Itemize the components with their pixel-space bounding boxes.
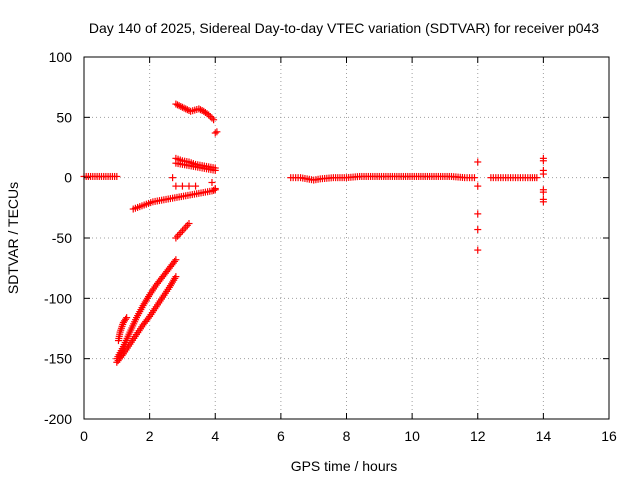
y-tick-label: -150 — [44, 351, 72, 367]
axis-ticks: 0 2 4 6 8 10 12 14 16 100 50 0 -50 -100 -150 -200 — [44, 49, 617, 444]
y-tick-label: 0 — [64, 170, 72, 186]
x-axis-label: GPS time / hours — [291, 458, 398, 474]
data-point-scatter-mid — [213, 128, 221, 136]
data-point-scatter-mid — [208, 178, 216, 186]
data-point-arc-steep — [182, 223, 190, 231]
y-tick-label: 100 — [49, 49, 73, 65]
chart-title: Day 140 of 2025, Sidereal Day-to-day VTE… — [89, 20, 599, 36]
y-axis-label: SDTVAR / TECUs — [5, 182, 21, 294]
x-tick-label: 8 — [343, 428, 351, 444]
grid — [84, 57, 609, 419]
data-point-scatter-mid — [169, 174, 177, 182]
data-point-arc-steep — [185, 220, 193, 228]
data-point-lower-band — [210, 186, 218, 194]
data-point-column-12 — [474, 210, 482, 218]
data-point-baseline-early — [113, 172, 121, 180]
data-point-high-band — [195, 105, 203, 113]
data-point-arc-lower-rise — [118, 352, 126, 360]
x-tick-label: 0 — [80, 428, 88, 444]
data-point-arc-upper-rise — [172, 256, 180, 264]
data-point-high-band — [183, 106, 191, 114]
data-point-arc-upper-rise — [171, 257, 179, 265]
data-point-arc-steep — [172, 234, 180, 242]
x-tick-label: 6 — [277, 428, 285, 444]
data-point-arc-lower-rise — [172, 273, 180, 281]
plot-frame — [83, 56, 610, 420]
data-point-high-band — [172, 100, 180, 108]
data-point-arc-steep — [183, 221, 191, 229]
data-point-column-14 — [539, 157, 547, 165]
y-tick-label: 50 — [56, 109, 72, 125]
y-tick-label: -50 — [52, 230, 72, 246]
data-point-scatter-mid — [185, 182, 193, 190]
data-point-arc-steep — [180, 225, 188, 233]
data-point-high-band — [205, 111, 213, 119]
data-point-high-band — [175, 102, 183, 110]
data-point-high-band — [196, 106, 204, 114]
data-point-column-12 — [474, 246, 482, 254]
x-tick-label: 10 — [404, 428, 420, 444]
data-point-column-14 — [539, 188, 547, 196]
data-point-arc-steep — [175, 230, 183, 238]
data-point-high-band — [180, 104, 188, 112]
data-point-high-band — [178, 103, 186, 111]
data-point-arc-steep — [177, 229, 185, 237]
data-point-arc-lower-rise — [144, 314, 152, 322]
data-point-arc-short — [122, 315, 130, 323]
x-tick-label: 4 — [211, 428, 219, 444]
data-point-column-14 — [539, 170, 547, 178]
data-point-baseline-late — [533, 174, 541, 182]
data-point-scatter-mid — [211, 185, 219, 193]
data-point-high-band — [208, 114, 216, 122]
data-point-arc-steep — [174, 232, 182, 240]
data-point-high-band — [182, 105, 190, 113]
data-point-scatter-mid — [178, 182, 186, 190]
data-point-arc-short — [123, 314, 131, 322]
data-point-arc-steep — [178, 227, 186, 235]
y-tick-label: -200 — [44, 411, 72, 427]
data-point-column-14 — [539, 198, 547, 206]
data-point-high-band — [210, 116, 218, 124]
data-point-column-12 — [474, 226, 482, 234]
x-tick-label: 16 — [601, 428, 617, 444]
data-point-baseline-mid — [470, 174, 478, 182]
data-points — [80, 100, 547, 366]
data-point-high-band — [177, 102, 185, 110]
x-tick-label: 14 — [536, 428, 552, 444]
x-tick-label: 12 — [470, 428, 486, 444]
data-point-column-12 — [474, 182, 482, 190]
data-point-scatter-mid — [211, 129, 219, 137]
data-point-high-band — [174, 101, 182, 109]
data-point-column-12 — [474, 158, 482, 166]
data-point-mid-band-2 — [211, 166, 219, 174]
data-point-scatter-mid — [172, 182, 180, 190]
data-point-high-band — [206, 113, 214, 121]
x-tick-label: 2 — [146, 428, 154, 444]
y-tick-label: -100 — [44, 290, 72, 306]
data-point-scatter-mid — [192, 182, 200, 190]
